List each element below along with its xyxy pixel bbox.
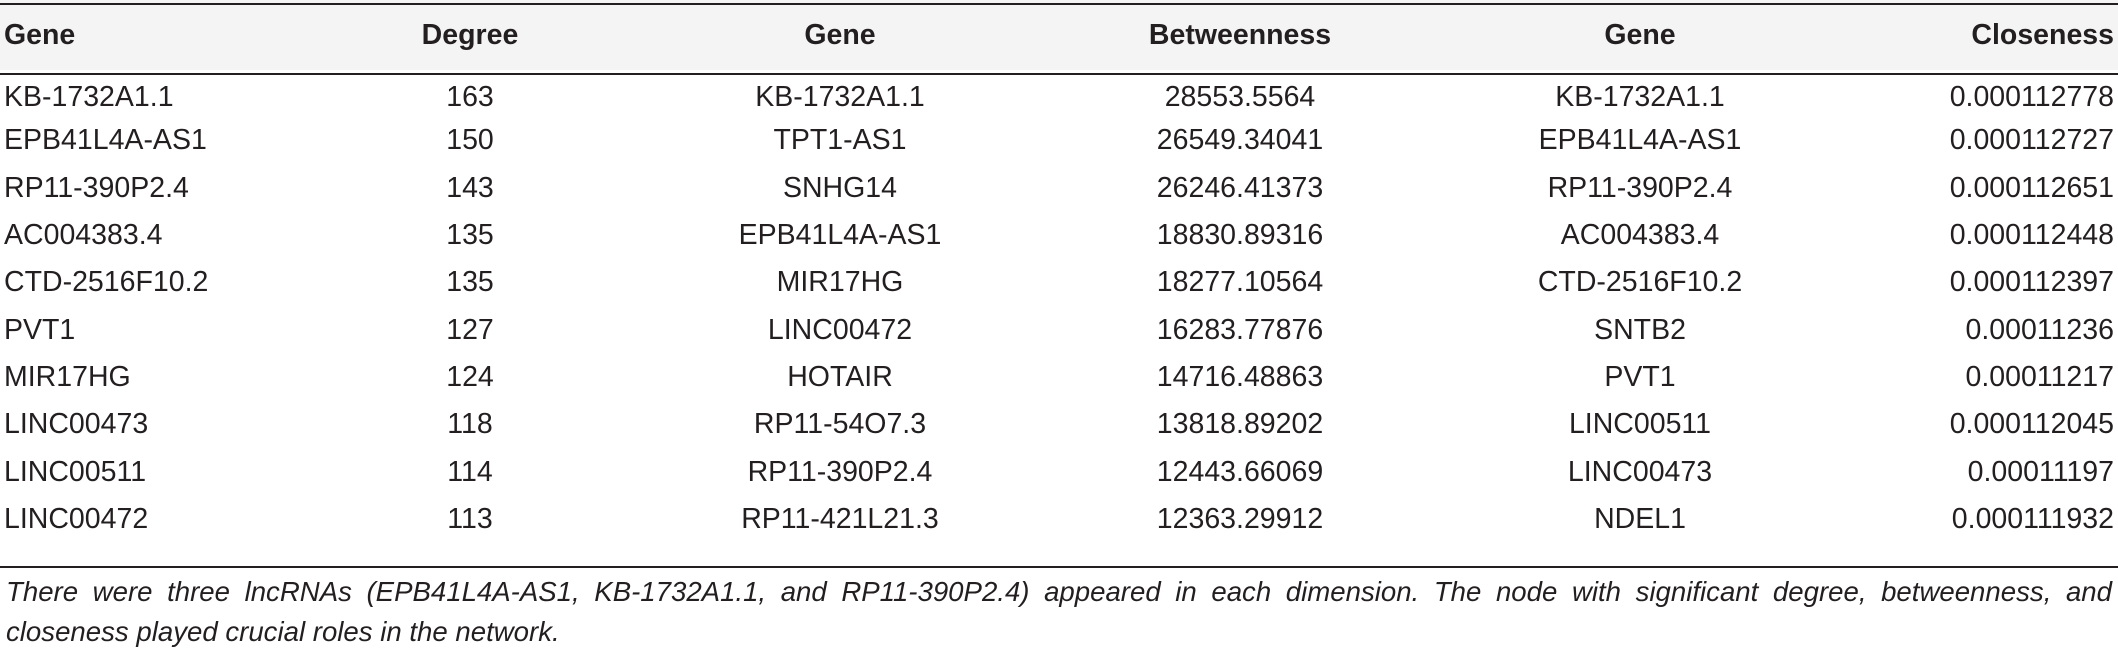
cell-betweenness: 12443.66069 bbox=[1156, 455, 1324, 488]
cell-gene-degree: LINC00511 bbox=[4, 455, 147, 488]
cell-closeness: 0.000112045 bbox=[1949, 408, 2114, 441]
cell-gene-betweenness: RP11-421L21.3 bbox=[741, 502, 939, 535]
table-row: LINC00472 113 RP11-421L21.3 12363.29912 … bbox=[0, 496, 2118, 543]
cell-degree: 135 bbox=[446, 266, 494, 299]
cell-closeness: 0.00011217 bbox=[1965, 360, 2114, 393]
cell-gene-betweenness: HOTAIR bbox=[787, 360, 893, 393]
table-row: KB-1732A1.1 163 KB-1732A1.1 28553.5564 K… bbox=[0, 70, 2118, 117]
cell-gene-betweenness: SNHG14 bbox=[782, 171, 898, 204]
cell-closeness: 0.000112651 bbox=[1949, 171, 2114, 204]
table-row: LINC00511 114 RP11-390P2.4 12443.66069 L… bbox=[0, 448, 2118, 495]
table-row: PVT1 127 LINC00472 16283.77876 SNTB2 0.0… bbox=[0, 306, 2118, 353]
header-betweenness: Betweenness bbox=[1148, 18, 1332, 51]
cell-degree: 127 bbox=[446, 313, 494, 346]
cell-gene-closeness: LINC00511 bbox=[1568, 408, 1712, 441]
header-gene-degree: Gene bbox=[4, 18, 76, 51]
cell-degree: 113 bbox=[447, 502, 493, 535]
cell-gene-closeness: PVT1 bbox=[1604, 360, 1676, 393]
cell-gene-closeness: EPB41L4A-AS1 bbox=[1538, 124, 1742, 157]
cell-gene-closeness: SNTB2 bbox=[1594, 313, 1686, 346]
header-rule bbox=[0, 73, 2118, 75]
cell-gene-degree: KB-1732A1.1 bbox=[4, 80, 174, 113]
cell-betweenness: 18277.10564 bbox=[1156, 266, 1324, 299]
cell-degree: 150 bbox=[446, 124, 494, 157]
cell-gene-degree: RP11-390P2.4 bbox=[4, 171, 189, 204]
table-row: CTD-2516F10.2 135 MIR17HG 18277.10564 CT… bbox=[0, 259, 2118, 306]
top-rule bbox=[0, 3, 2118, 5]
cell-degree: 143 bbox=[446, 171, 494, 204]
cell-gene-degree: CTD-2516F10.2 bbox=[4, 266, 209, 299]
table-row: LINC00473 118 RP11-54O7.3 13818.89202 LI… bbox=[0, 401, 2118, 448]
cell-betweenness: 26549.34041 bbox=[1156, 124, 1324, 157]
cell-degree: 163 bbox=[446, 80, 494, 113]
cell-betweenness: 13818.89202 bbox=[1156, 408, 1324, 441]
cell-degree: 135 bbox=[446, 219, 494, 252]
cell-betweenness: 12363.29912 bbox=[1156, 502, 1324, 535]
cell-gene-degree: LINC00472 bbox=[4, 502, 149, 535]
cell-gene-betweenness: RP11-54O7.3 bbox=[753, 408, 927, 441]
header-row: Gene Degree Gene Betweenness Gene Closen… bbox=[0, 0, 2118, 70]
table-row: AC004383.4 135 EPB41L4A-AS1 18830.89316 … bbox=[0, 212, 2118, 259]
table-row: RP11-390P2.4 143 SNHG14 26246.41373 RP11… bbox=[0, 165, 2118, 212]
cell-gene-betweenness: EPB41L4A-AS1 bbox=[738, 219, 942, 252]
cell-degree: 118 bbox=[447, 408, 493, 441]
cell-gene-betweenness: TPT1-AS1 bbox=[773, 124, 907, 157]
header-closeness: Closeness bbox=[1971, 18, 2114, 51]
cell-gene-closeness: CTD-2516F10.2 bbox=[1537, 266, 1743, 299]
cell-degree: 124 bbox=[446, 360, 494, 393]
cell-gene-degree: MIR17HG bbox=[4, 360, 131, 393]
cell-gene-closeness: KB-1732A1.1 bbox=[1555, 80, 1725, 113]
table-header: Gene Degree Gene Betweenness Gene Closen… bbox=[0, 0, 2118, 70]
bottom-rule bbox=[0, 566, 2118, 568]
cell-betweenness: 28553.5564 bbox=[1164, 80, 1316, 113]
table-body: KB-1732A1.1 163 KB-1732A1.1 28553.5564 K… bbox=[0, 70, 2118, 543]
gene-centrality-table: Gene Degree Gene Betweenness Gene Closen… bbox=[0, 0, 2118, 543]
cell-gene-degree: PVT1 bbox=[4, 313, 76, 346]
table-footnote: There were three lncRNAs (EPB41L4A-AS1, … bbox=[6, 576, 2112, 647]
cell-gene-betweenness: KB-1732A1.1 bbox=[755, 80, 925, 113]
cell-gene-degree: EPB41L4A-AS1 bbox=[4, 124, 207, 157]
cell-degree: 114 bbox=[447, 455, 493, 488]
cell-gene-closeness: NDEL1 bbox=[1594, 502, 1686, 535]
cell-closeness: 0.000112778 bbox=[1949, 80, 2114, 113]
cell-closeness: 0.000112448 bbox=[1949, 219, 2114, 252]
cell-closeness: 0.000112397 bbox=[1949, 266, 2114, 299]
cell-gene-degree: AC004383.4 bbox=[4, 219, 163, 252]
cell-closeness: 0.000111932 bbox=[1951, 502, 2114, 535]
cell-gene-betweenness: MIR17HG bbox=[776, 266, 904, 299]
header-gene-closeness: Gene bbox=[1604, 18, 1676, 51]
header-gene-betweenness: Gene bbox=[804, 18, 876, 51]
table-row: MIR17HG 124 HOTAIR 14716.48863 PVT1 0.00… bbox=[0, 354, 2118, 401]
cell-betweenness: 18830.89316 bbox=[1156, 219, 1324, 252]
table-row: EPB41L4A-AS1 150 TPT1-AS1 26549.34041 EP… bbox=[0, 117, 2118, 164]
header-degree: Degree bbox=[421, 18, 519, 51]
cell-gene-degree: LINC00473 bbox=[4, 408, 149, 441]
cell-closeness: 0.00011236 bbox=[1965, 313, 2114, 346]
cell-gene-betweenness: LINC00472 bbox=[767, 313, 913, 346]
cell-closeness: 0.00011197 bbox=[1967, 455, 2114, 488]
cell-betweenness: 14716.48863 bbox=[1156, 360, 1324, 393]
cell-gene-closeness: RP11-390P2.4 bbox=[1547, 171, 1733, 204]
cell-gene-betweenness: RP11-390P2.4 bbox=[747, 455, 933, 488]
cell-closeness: 0.000112727 bbox=[1949, 124, 2114, 157]
cell-betweenness: 26246.41373 bbox=[1156, 171, 1324, 204]
cell-gene-closeness: LINC00473 bbox=[1567, 455, 1713, 488]
cell-gene-closeness: AC004383.4 bbox=[1560, 219, 1720, 252]
cell-betweenness: 16283.77876 bbox=[1156, 313, 1324, 346]
